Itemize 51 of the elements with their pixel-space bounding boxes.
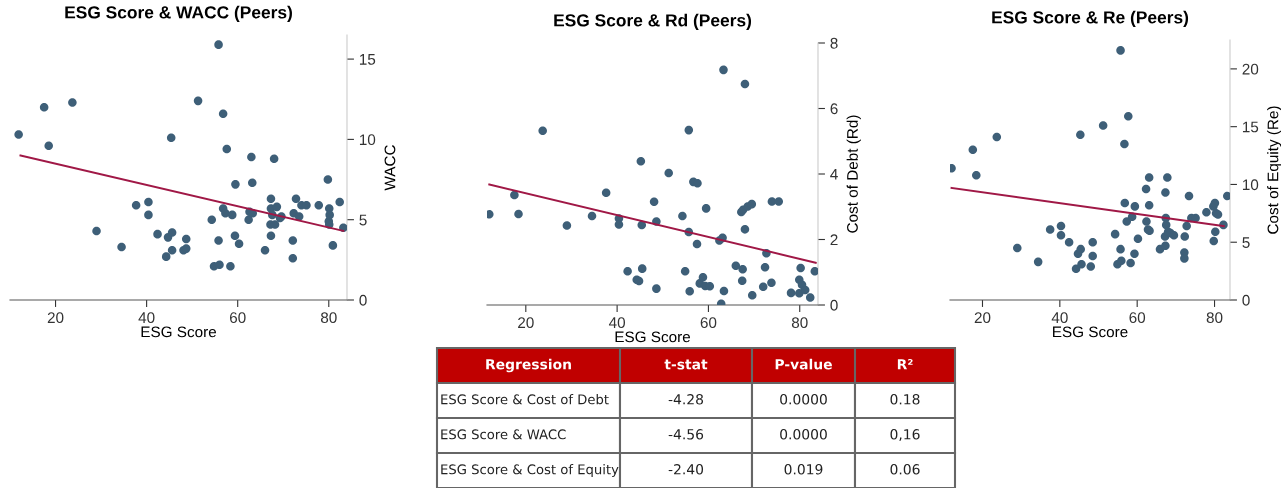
y-axis-title: Cost of Equity (Re) xyxy=(1267,106,1281,234)
text: 0,16 xyxy=(890,429,920,441)
y-axis-title: WACC xyxy=(384,145,396,191)
y-tick-label: 5 xyxy=(359,214,367,226)
x-tick-label: 20 xyxy=(47,312,64,324)
text: -4.56 xyxy=(668,429,704,440)
y-tick-label: 0 xyxy=(1242,294,1250,306)
y-tick-label: 10 xyxy=(1242,179,1259,191)
chart-title: ESG Score & WACC (Peers) xyxy=(65,5,292,22)
text: P-value xyxy=(775,358,832,370)
y-tick-label: 6 xyxy=(830,103,838,115)
y-tick-label: 15 xyxy=(359,54,376,65)
y-tick-label: 4 xyxy=(830,169,838,180)
y-tick-label: 2 xyxy=(830,234,838,246)
text: 0.06 xyxy=(890,464,920,475)
x-tick-label: 80 xyxy=(1206,312,1223,324)
text: ESG Score & Cost of Equity xyxy=(441,464,619,477)
x-tick-label: 20 xyxy=(518,317,534,329)
x-tick-label: 60 xyxy=(700,317,717,329)
x-tick-label: 60 xyxy=(229,312,246,324)
text: Regression xyxy=(486,358,571,373)
x-tick-label: 80 xyxy=(791,317,808,329)
x-axis-title: ESG Score xyxy=(615,331,691,343)
x-tick-label: 80 xyxy=(320,312,337,324)
text: -2.40 xyxy=(668,464,704,475)
text: ESG Score & WACC xyxy=(441,429,566,440)
y-tick-label: 20 xyxy=(1242,63,1259,75)
text: ESG Score & Cost of Debt xyxy=(441,394,609,405)
y-axis-title: Cost of Debt (Rd) xyxy=(846,115,861,233)
text: 0.019 xyxy=(784,464,823,475)
x-axis-title: ESG Score xyxy=(141,326,217,338)
text: t-stat xyxy=(664,359,708,370)
y-tick-label: 5 xyxy=(1242,237,1250,248)
text: 0.18 xyxy=(890,394,920,405)
chart-title: ESG Score & Re (Peers) xyxy=(992,10,1189,27)
x-tick-label: 40 xyxy=(1051,312,1068,324)
text: R² xyxy=(897,359,913,370)
text: 0.0000 xyxy=(780,394,827,405)
y-tick-label: 0 xyxy=(359,294,367,306)
y-tick-label: 15 xyxy=(1242,121,1259,133)
y-tick-label: 8 xyxy=(830,37,838,49)
x-axis-title: ESG Score xyxy=(1053,326,1128,338)
x-tick-label: 60 xyxy=(1129,312,1146,324)
text: 0.0000 xyxy=(780,429,827,440)
x-tick-label: 40 xyxy=(608,317,626,329)
x-tick-label: 20 xyxy=(974,312,991,324)
y-tick-label: 10 xyxy=(359,134,376,146)
text: -4.28 xyxy=(668,394,704,405)
x-tick-label: 40 xyxy=(138,312,155,324)
y-tick-label: 0 xyxy=(830,299,838,311)
chart-title: ESG Score & Rd (Peers) xyxy=(554,13,752,30)
